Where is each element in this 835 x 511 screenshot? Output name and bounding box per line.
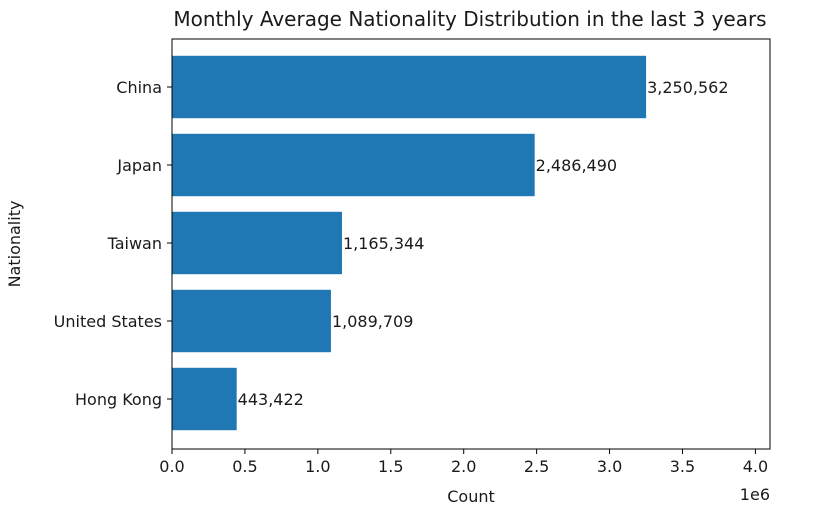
x-tick-label: 3.5 (670, 457, 695, 476)
x-tick-label: 1.5 (378, 457, 403, 476)
x-tick-label: 2.0 (451, 457, 476, 476)
y-tick-label: Hong Kong (75, 390, 162, 409)
data-label: 1,165,344 (343, 234, 424, 253)
y-axis-ticks: China Japan Taiwan United States Hong Kong (54, 78, 172, 409)
x-tick-label: 2.5 (524, 457, 549, 476)
x-axis-label: Count (447, 487, 495, 506)
bar-united-states (172, 289, 331, 353)
bars-layer: 3,250,562 2,486,490 1,165,344 1,089,709 443,… (172, 55, 729, 431)
x-tick-label: 4.0 (743, 457, 768, 476)
plot-frame (171, 38, 771, 450)
data-label: 443,422 (238, 390, 304, 409)
x-tick-label: 1.0 (305, 457, 330, 476)
data-label: 1,089,709 (332, 312, 413, 331)
y-tick-label: United States (54, 312, 162, 331)
x-tick-label: 3.0 (597, 457, 622, 476)
data-label: 2,486,490 (536, 156, 617, 175)
y-axis-label: Nationality (5, 201, 24, 288)
bar-japan (172, 133, 535, 197)
x-tick-label: 0.5 (232, 457, 257, 476)
y-tick-label: Taiwan (107, 234, 162, 253)
x-tick-label: 0.0 (159, 457, 184, 476)
data-label: 3,250,562 (647, 78, 728, 97)
x-axis-ticks: 0.0 0.5 1.0 1.5 2.0 2.5 3.0 3.5 4.0 (159, 449, 768, 476)
y-tick-label: Japan (116, 156, 162, 175)
bar-taiwan (172, 211, 342, 275)
x-axis-offset-label: 1e6 (740, 485, 770, 504)
chart-title: Monthly Average Nationality Distribution… (173, 7, 766, 31)
bar-china (172, 55, 647, 119)
y-tick-label: China (116, 78, 162, 97)
bar-hong-kong (172, 367, 237, 431)
